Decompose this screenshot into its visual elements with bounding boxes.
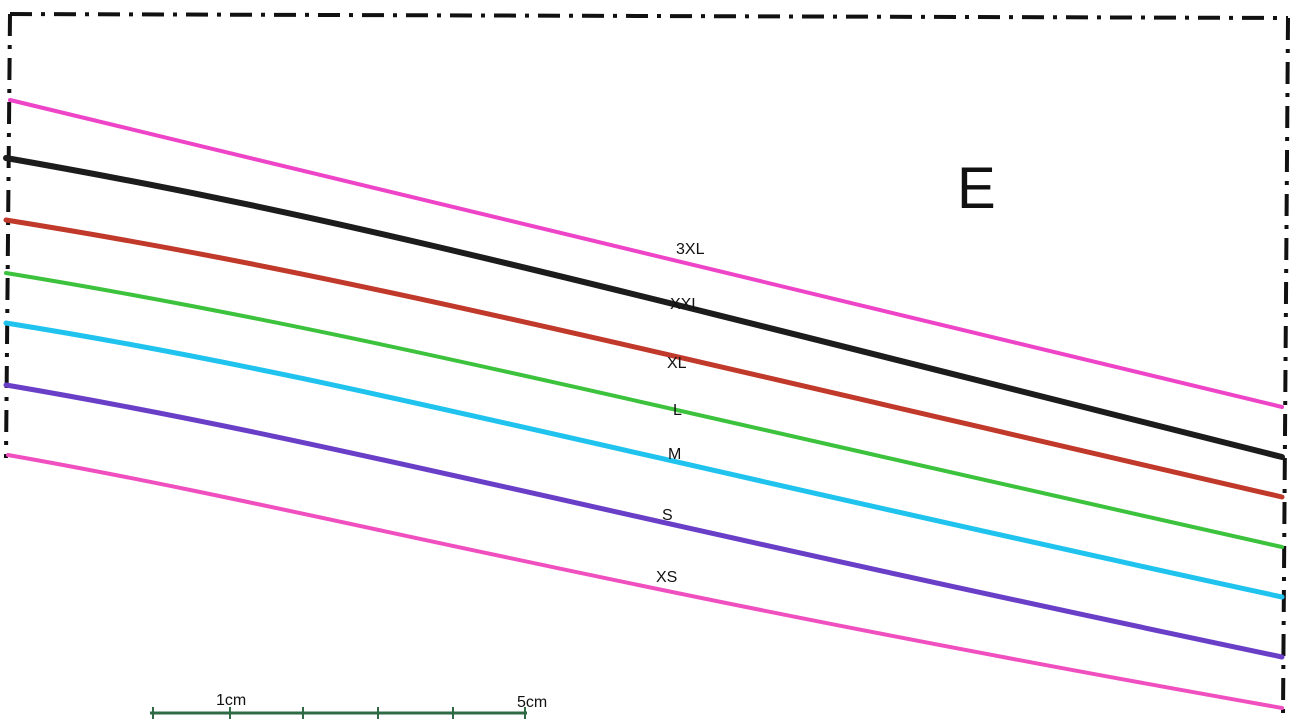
border-left (4, 13, 12, 459)
size-labels: 3XL XXL XL L M S XS (656, 241, 705, 586)
border-right (1281, 17, 1290, 716)
size-label-l: L (673, 402, 682, 419)
size-lines (3, 98, 1285, 710)
pattern-border (4, 12, 1290, 716)
size-line-xl (3, 217, 1285, 500)
scale-label-1cm: 1cm (216, 692, 246, 709)
size-line-xs (6, 453, 1284, 710)
size-label-3xl: 3XL (676, 241, 705, 258)
size-line-xxl (3, 155, 1285, 460)
scale-bar: 1cm 5cm (150, 692, 547, 719)
size-label-xs: XS (656, 569, 677, 586)
scale-label-5cm: 5cm (517, 694, 547, 711)
size-line-m (3, 320, 1285, 600)
size-line-s (3, 382, 1285, 660)
size-label-s: S (662, 507, 673, 524)
size-line-3xl (8, 98, 1284, 409)
piece-letter: E (957, 156, 996, 221)
size-label-xxl: XXL (670, 296, 700, 313)
border-top (9, 12, 1289, 20)
size-label-m: M (668, 446, 681, 463)
size-label-xl: XL (667, 355, 687, 372)
size-line-l (4, 271, 1284, 549)
